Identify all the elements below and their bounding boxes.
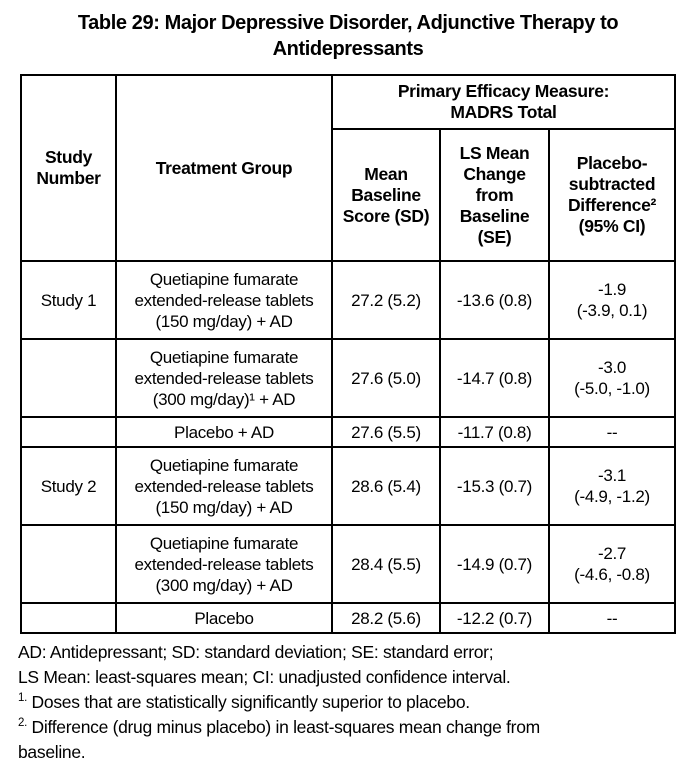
cell-mean-baseline: 28.6 (5.4) — [331, 446, 441, 526]
cell-ls-mean-change: -14.7 (0.8) — [439, 338, 550, 418]
table-header-row-2: Mean Baseline Score (SD) LS Mean Change … — [21, 128, 677, 262]
footnote-1-text: Doses that are statistically significant… — [27, 692, 471, 712]
cell-mean-baseline: 28.4 (5.5) — [331, 524, 441, 604]
column-header-study-number: Study Number — [20, 74, 117, 262]
cell-ls-mean-change: -15.3 (0.7) — [439, 446, 550, 526]
cell-treatment-group: Quetiapine fumarate extended-release tab… — [115, 446, 333, 526]
cell-placebo-difference: -1.9 (-3.9, 0.1) — [547, 260, 677, 340]
cell-treatment-group: Placebo + AD — [115, 416, 333, 448]
table-row: Quetiapine fumarate extended-release tab… — [20, 338, 677, 418]
table-row: Study 2 Quetiapine fumarate extended-rel… — [20, 446, 677, 526]
cell-ls-mean-change: -12.2 (0.7) — [439, 602, 550, 634]
footnote-2-marker: 2. — [18, 717, 27, 730]
efficacy-table: Study Number Treatment Group Primary Eff… — [20, 74, 677, 634]
footnote-2-text: Difference (drug minus placebo) in least… — [18, 717, 540, 762]
cell-study-number — [20, 338, 117, 418]
cell-placebo-difference: -3.1 (-4.9, -1.2) — [547, 446, 677, 526]
cell-study-number: Study 1 — [20, 260, 117, 340]
column-header-ls-mean-change: LS Mean Change from Baseline (SE) — [439, 128, 550, 262]
table-row: Placebo + AD 27.6 (5.5) -11.7 (0.8) -- — [20, 416, 677, 448]
cell-study-number: Study 2 — [20, 446, 117, 526]
table-row: Quetiapine fumarate extended-release tab… — [20, 524, 677, 604]
cell-study-number — [20, 416, 117, 448]
cell-study-number — [20, 602, 117, 634]
footnote-abbreviations: AD: Antidepressant; SD: standard deviati… — [18, 642, 511, 687]
cell-study-number — [20, 524, 117, 604]
cell-mean-baseline: 27.6 (5.5) — [331, 416, 441, 448]
cell-mean-baseline: 27.2 (5.2) — [331, 260, 441, 340]
footnote-1: 1. Doses that are statistically signific… — [18, 690, 678, 715]
cell-placebo-difference: -3.0 (-5.0, -1.0) — [547, 338, 677, 418]
cell-treatment-group: Placebo — [115, 602, 333, 634]
table-row: Study 1 Quetiapine fumarate extended-rel… — [20, 260, 677, 340]
column-header-placebo-subtracted-difference: Placebo- subtracted Difference² (95% CI) — [547, 128, 677, 262]
cell-treatment-group: Quetiapine fumarate extended-release tab… — [115, 338, 333, 418]
table-row: Placebo 28.2 (5.6) -12.2 (0.7) -- — [20, 602, 677, 634]
column-header-primary-efficacy-measure: Primary Efficacy Measure: MADRS Total — [330, 74, 677, 130]
table-title: Table 29: Major Depressive Disorder, Adj… — [77, 12, 619, 60]
cell-treatment-group: Quetiapine fumarate extended-release tab… — [115, 524, 333, 604]
cell-treatment-group: Quetiapine fumarate extended-release tab… — [115, 260, 333, 340]
cell-mean-baseline: 28.2 (5.6) — [331, 602, 441, 634]
cell-placebo-difference: -- — [547, 416, 677, 448]
cell-mean-baseline: 27.6 (5.0) — [331, 338, 441, 418]
cell-ls-mean-change: -11.7 (0.8) — [439, 416, 550, 448]
footnotes: AD: Antidepressant; SD: standard deviati… — [18, 640, 678, 765]
footnote-1-marker: 1. — [18, 692, 27, 705]
column-header-treatment-group: Treatment Group — [115, 74, 333, 262]
cell-placebo-difference: -- — [547, 602, 677, 634]
table-header-row-1: Study Number Treatment Group Primary Eff… — [20, 74, 677, 262]
cell-ls-mean-change: -13.6 (0.8) — [439, 260, 550, 340]
cell-placebo-difference: -2.7 (-4.6, -0.8) — [547, 524, 677, 604]
footnote-2: 2. Difference (drug minus placebo) in le… — [18, 715, 678, 765]
cell-ls-mean-change: -14.9 (0.7) — [439, 524, 550, 604]
column-header-mean-baseline-score: Mean Baseline Score (SD) — [331, 128, 441, 262]
